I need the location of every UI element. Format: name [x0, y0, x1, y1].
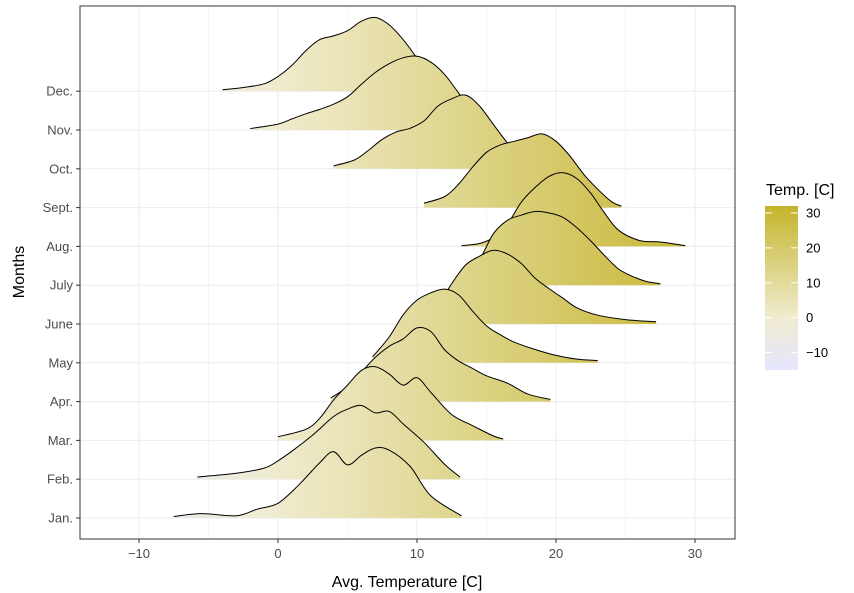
- panel-border: [79, 5, 736, 540]
- y-tick-label: Jan.: [48, 511, 73, 526]
- ridge-line-may: [372, 288, 598, 362]
- ridge-fill-jan: [173, 447, 462, 518]
- y-tick-label: Nov.: [47, 123, 73, 138]
- legend-tick-label: 30: [806, 205, 820, 220]
- ridge-line-nov: [250, 55, 487, 130]
- y-tick-label: June: [45, 317, 73, 332]
- ridge-fill-june: [421, 250, 657, 324]
- ridge-fill-nov: [250, 56, 487, 131]
- x-tick-label: 0: [274, 546, 281, 561]
- y-tick-label: Apr.: [50, 394, 73, 409]
- legend-title: Temp. [C]: [766, 182, 834, 199]
- y-tick-label: July: [50, 278, 74, 293]
- ridge-layer: [173, 16, 686, 518]
- x-tick-label: 30: [688, 546, 702, 561]
- legend-ticks: 30 20 10 0 −10: [765, 205, 828, 360]
- legend-tick-label: −10: [806, 345, 828, 360]
- y-tick-label: Oct.: [49, 161, 73, 176]
- x-axis-title: Avg. Temperature [C]: [332, 574, 483, 591]
- x-tick-label: 20: [549, 546, 563, 561]
- ridge-line-jan: [173, 446, 462, 518]
- legend-tick-label: 10: [806, 275, 820, 290]
- legend-tick-label: 0: [806, 310, 813, 325]
- y-tick-label: Feb.: [47, 472, 73, 487]
- legend-tick-label: 20: [806, 240, 820, 255]
- y-tick-label: Sept.: [43, 200, 73, 215]
- y-tick-label: Mar.: [48, 433, 73, 448]
- y-tick-label: Aug.: [46, 239, 73, 254]
- ridge-line-sept: [423, 133, 622, 207]
- ridge-fill-oct: [333, 94, 537, 169]
- y-axis-ticks: Jan. Feb. Mar. Apr. May June July Aug. Sept. Oct.…: [43, 84, 80, 526]
- ridge-line-june: [420, 249, 657, 323]
- ridge-line-mar: [277, 366, 504, 440]
- x-tick-label: −10: [128, 546, 150, 561]
- ridge-line-july: [461, 210, 661, 285]
- legend-colorbar: [765, 206, 798, 370]
- x-tick-label: 10: [410, 546, 424, 561]
- ridge-line-feb: [197, 404, 461, 478]
- legend: Temp. [C] 30 20 10 0 −10: [765, 182, 834, 370]
- x-axis-ticks: −10 0 10 20 30: [128, 539, 702, 561]
- ridge-line-oct: [333, 94, 537, 168]
- y-tick-label: Dec.: [46, 84, 73, 99]
- y-axis-title: Months: [11, 246, 28, 298]
- ridge-line-dec: [222, 16, 446, 91]
- y-tick-label: May: [48, 355, 73, 370]
